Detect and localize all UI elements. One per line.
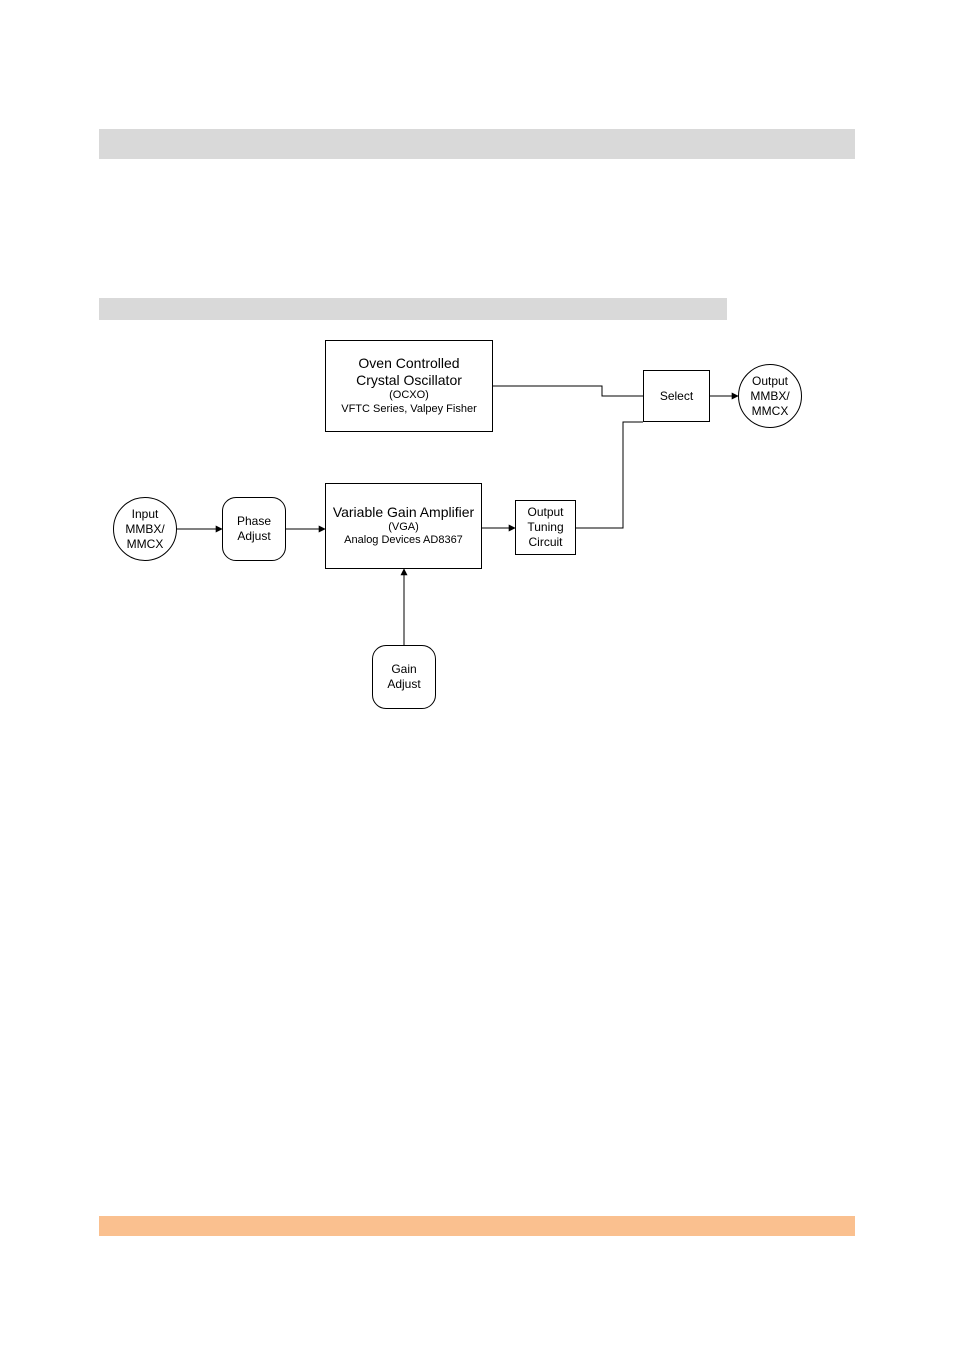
vga-sub: (VGA)Analog Devices AD8367 xyxy=(344,521,463,549)
gain-label: GainAdjust xyxy=(387,662,420,692)
tuning-label: OutputTuningCircuit xyxy=(527,505,563,550)
vga-block: Variable Gain Amplifier (VGA)Analog Devi… xyxy=(325,483,482,569)
ocxo-title: Oven ControlledCrystal Oscillator xyxy=(356,355,462,389)
input-connector: InputMMBX/MMCX xyxy=(113,497,177,561)
ocxo-block: Oven ControlledCrystal Oscillator (OCXO)… xyxy=(325,340,493,432)
gain-adjust: GainAdjust xyxy=(372,645,436,709)
phase-adjust: PhaseAdjust xyxy=(222,497,286,561)
tuning-block: OutputTuningCircuit xyxy=(515,500,576,555)
diagram-arrows xyxy=(0,0,954,1350)
vga-title: Variable Gain Amplifier xyxy=(333,504,474,521)
output-connector: OutputMMBX/MMCX xyxy=(738,364,802,428)
select-block: Select xyxy=(643,370,710,422)
phase-label: PhaseAdjust xyxy=(237,514,271,544)
select-label: Select xyxy=(660,389,693,404)
output-label: OutputMMBX/MMCX xyxy=(750,374,789,419)
ocxo-sub: (OCXO)VFTC Series, Valpey Fisher xyxy=(341,389,477,417)
input-label: InputMMBX/MMCX xyxy=(125,507,164,552)
